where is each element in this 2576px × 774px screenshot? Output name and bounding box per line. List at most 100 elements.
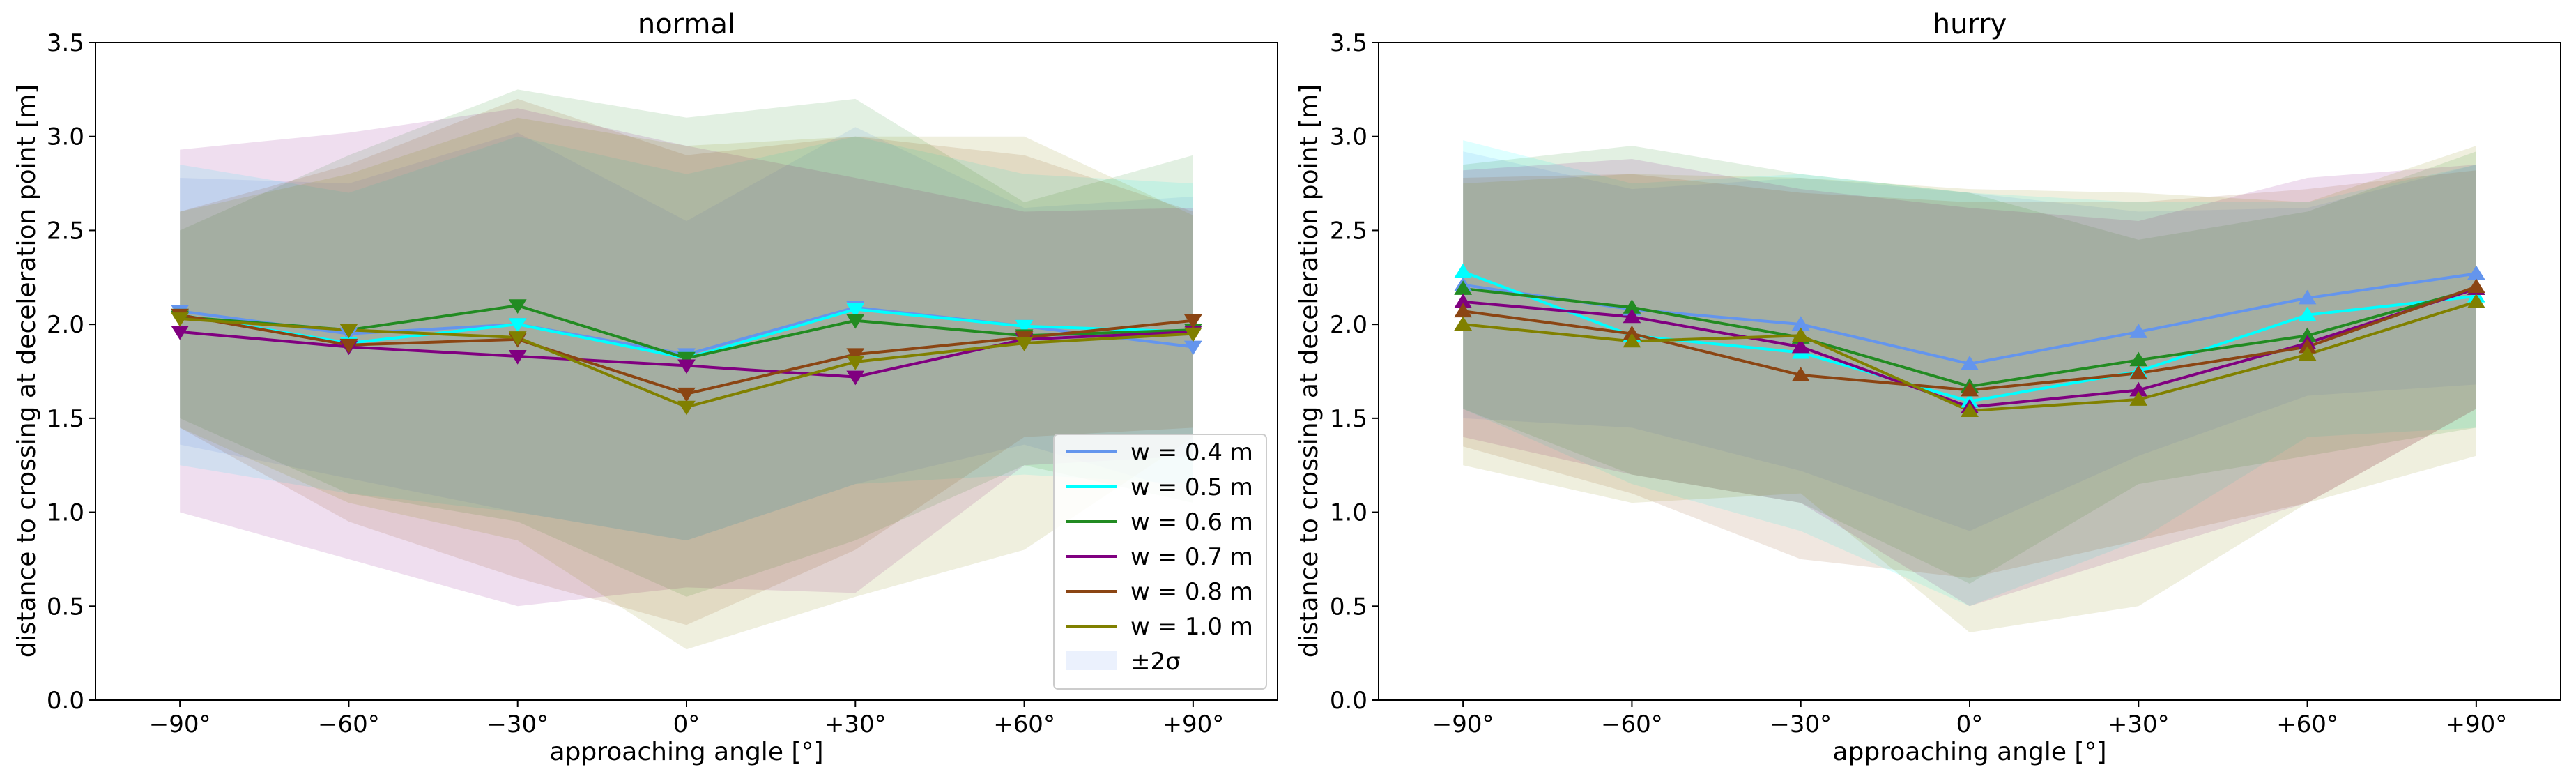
legend-label: ±2σ — [1130, 648, 1181, 676]
x-axis-ticks: −90° −60° −30° 0° +30° +60° +90° — [149, 700, 1224, 738]
x-tick-label: +30° — [2108, 711, 2170, 738]
legend-entries: w = 0.4 m w = 0.5 m w = 0.6 m w = 0.7 m w = … — [1066, 439, 1253, 676]
data-point — [1791, 367, 1810, 381]
x-tick-label: −30° — [486, 711, 549, 738]
data-point — [1791, 327, 1810, 342]
data-point — [2129, 324, 2148, 338]
data-point — [1961, 355, 1979, 370]
legend: w = 0.4 m w = 0.5 m w = 0.6 m w = 0.7 m w = … — [1053, 434, 1267, 690]
data-point — [508, 318, 527, 333]
x-tick-label: −90° — [1432, 711, 1494, 738]
x-tick-label: 0° — [673, 711, 700, 738]
x-tick-label: +30° — [825, 711, 887, 738]
x-tick-label: +90° — [1162, 711, 1224, 738]
y-tick-label: 3.5 — [1330, 29, 1367, 57]
data-point — [339, 324, 358, 338]
data-point — [846, 370, 865, 386]
data-point — [2298, 289, 2317, 305]
x-tick-label: +60° — [2276, 711, 2338, 738]
sigma-band-0 — [180, 127, 1193, 540]
data-point — [1183, 327, 1202, 342]
x-axis-ticks: −90° −60° −30° 0° +30° +60° +90° — [1432, 700, 2507, 738]
y-tick-label: 3.0 — [47, 123, 84, 151]
panel-hurry: hurry 0.00.51.01.52.02.53.03.5 −90° −60° −… — [1295, 8, 2561, 766]
data-point — [1623, 308, 1641, 324]
y-tick-label: 3.5 — [47, 29, 84, 57]
data-point — [677, 359, 696, 374]
data-point — [1015, 337, 1034, 351]
panel-normal: normal 0.0 0.5 1.0 1.5 2.0 2.5 3.0 3.5 −90° −60°… — [13, 8, 1278, 766]
series-markers — [171, 299, 1202, 416]
data-point — [2298, 306, 2317, 321]
legend-label: w = 0.4 m — [1130, 439, 1253, 466]
panel-title: normal — [638, 8, 735, 40]
data-point — [1183, 314, 1202, 329]
x-tick-label: +60° — [993, 711, 1055, 738]
data-point — [2467, 294, 2485, 308]
y-tick-label: 1.5 — [1330, 405, 1367, 433]
data-point — [1015, 319, 1034, 335]
x-tick-label: −30° — [1770, 711, 1832, 738]
legend-label: w = 1.0 m — [1130, 613, 1253, 641]
y-tick-label: 2.5 — [1330, 217, 1367, 245]
data-point — [339, 338, 358, 354]
sigma-band-5 — [180, 117, 1193, 650]
x-tick-label: −90° — [149, 711, 211, 738]
y-axis-ticks: 0.0 0.5 1.0 1.5 2.0 2.5 3.0 3.5 — [1330, 29, 1379, 715]
sigma-band-1 — [1463, 140, 2476, 607]
y-tick-label: 0.5 — [47, 593, 84, 621]
data-point — [846, 348, 865, 363]
x-axis-label: approaching angle [°] — [550, 738, 824, 766]
sigma-band-4 — [1463, 170, 2476, 578]
x-tick-label: −60° — [1601, 711, 1663, 738]
data-point — [1961, 381, 1979, 397]
legend-label: w = 0.8 m — [1130, 578, 1253, 606]
data-point — [2467, 278, 2485, 294]
y-tick-label: 1.0 — [47, 499, 84, 527]
data-point — [1454, 263, 1473, 278]
legend-label: w = 0.7 m — [1130, 543, 1253, 571]
y-tick-label: 2.0 — [1330, 311, 1367, 339]
y-tick-label: 0.0 — [1330, 687, 1367, 715]
x-axis-label: approaching angle [°] — [1833, 738, 2107, 766]
panel-title: hurry — [1933, 8, 2007, 40]
legend-label: w = 0.5 m — [1130, 473, 1253, 501]
data-point — [508, 331, 527, 346]
y-axis-label: distance to crossing at deceleration poi… — [1295, 84, 1324, 658]
data-point — [1623, 333, 1641, 348]
data-point — [2129, 365, 2148, 380]
y-tick-label: 0.0 — [47, 687, 84, 715]
data-point — [846, 314, 865, 329]
x-tick-label: +90° — [2445, 711, 2507, 738]
data-point — [1791, 338, 1810, 354]
data-point — [677, 351, 696, 367]
data-point — [171, 312, 190, 327]
y-tick-label: 3.0 — [1330, 123, 1367, 151]
data-point — [508, 299, 527, 314]
y-tick-label: 2.0 — [47, 311, 84, 339]
data-point — [2298, 346, 2317, 361]
y-tick-label: 2.5 — [47, 217, 84, 245]
y-tick-label: 1.5 — [47, 405, 84, 433]
data-point — [508, 350, 527, 365]
sigma-band-0 — [1463, 151, 2476, 531]
y-tick-label: 1.0 — [1330, 499, 1367, 527]
y-axis-label: distance to crossing at deceleration poi… — [13, 84, 41, 658]
data-point — [677, 387, 696, 402]
y-axis-ticks: 0.0 0.5 1.0 1.5 2.0 2.5 3.0 3.5 — [47, 29, 95, 715]
legend-swatch — [1066, 651, 1117, 670]
data-point — [846, 356, 865, 370]
sigma-band-1 — [180, 136, 1193, 540]
data-point — [846, 303, 865, 318]
data-point — [1454, 316, 1473, 331]
data-point — [2129, 391, 2148, 406]
data-point — [1961, 402, 1979, 417]
x-tick-label: −60° — [318, 711, 380, 738]
data-point — [677, 400, 696, 416]
x-tick-label: 0° — [1956, 711, 1984, 738]
y-tick-label: 0.5 — [1330, 593, 1367, 621]
series-markers — [1454, 263, 2485, 417]
legend-label: w = 0.6 m — [1130, 508, 1253, 536]
sigma-band-2 — [180, 89, 1193, 597]
